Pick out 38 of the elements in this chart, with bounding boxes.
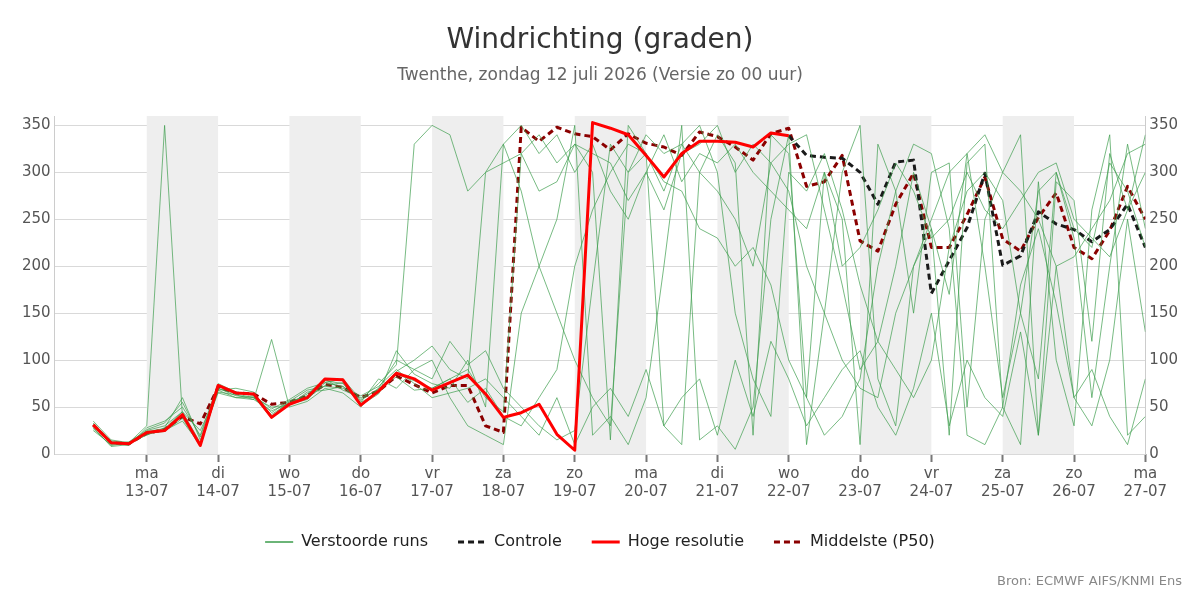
- chart-subtitle: Twenthe, zondag 12 juli 2026 (Versie zo 00 uur): [396, 64, 803, 85]
- y-tick-label: 350: [21, 115, 51, 134]
- x-tick-label: do 23-07: [838, 463, 882, 500]
- x-tick-label: vr 17-07: [410, 463, 454, 500]
- y-tick-label: 300: [21, 162, 51, 181]
- x-tick-label: zo 19-07: [552, 463, 597, 500]
- y2-tick-label: 200: [1149, 256, 1179, 275]
- x-tick-label: zo 26-07: [1052, 463, 1096, 500]
- y2-tick-label: 300: [1149, 162, 1179, 181]
- y2-tick-label: 350: [1149, 115, 1179, 134]
- x-tick-label: za 25-07: [980, 463, 1025, 500]
- chart-title: Windrichting (graden): [446, 22, 754, 56]
- y-tick-label: 100: [21, 350, 51, 368]
- y-tick-label: 0: [41, 443, 51, 462]
- legend-label: Verstoorde runs: [301, 531, 429, 551]
- x-tick-label: ma 27-07: [1123, 463, 1168, 500]
- y2-tick-label: 150: [1149, 303, 1179, 322]
- y-tick-label: 200: [21, 256, 51, 275]
- y-tick-label: 250: [21, 209, 51, 228]
- x-tick-label: ma 13-07: [124, 463, 169, 500]
- y-tick-label: 150: [21, 303, 51, 322]
- x-tick-label: wo 15-07: [267, 463, 312, 500]
- y2-tick-label: 50: [1149, 396, 1169, 415]
- y2-tick-label: 100: [1149, 350, 1179, 368]
- legend-label: Middelste (P50): [809, 531, 935, 551]
- x-tick-label: za 18-07: [481, 463, 526, 500]
- x-tick-label: di 14-07: [196, 463, 240, 500]
- x-tick-label: vr 24-07: [909, 463, 954, 500]
- x-tick-label: do 16-07: [338, 463, 383, 500]
- legend-label: Controle: [494, 531, 562, 551]
- x-tick-label: ma 20-07: [624, 463, 668, 500]
- y2-tick-label: 250: [1149, 209, 1179, 228]
- y2-tick-label: 0: [1149, 443, 1159, 462]
- y-tick-label: 50: [31, 396, 51, 415]
- x-tick-label: wo 22-07: [766, 463, 811, 500]
- text: Bron: ECMWF AIFS/KNMI Ens: [997, 573, 1183, 588]
- x-tick-label: di 21-07: [695, 463, 740, 500]
- legend-label: Hoge resolutie: [627, 531, 744, 551]
